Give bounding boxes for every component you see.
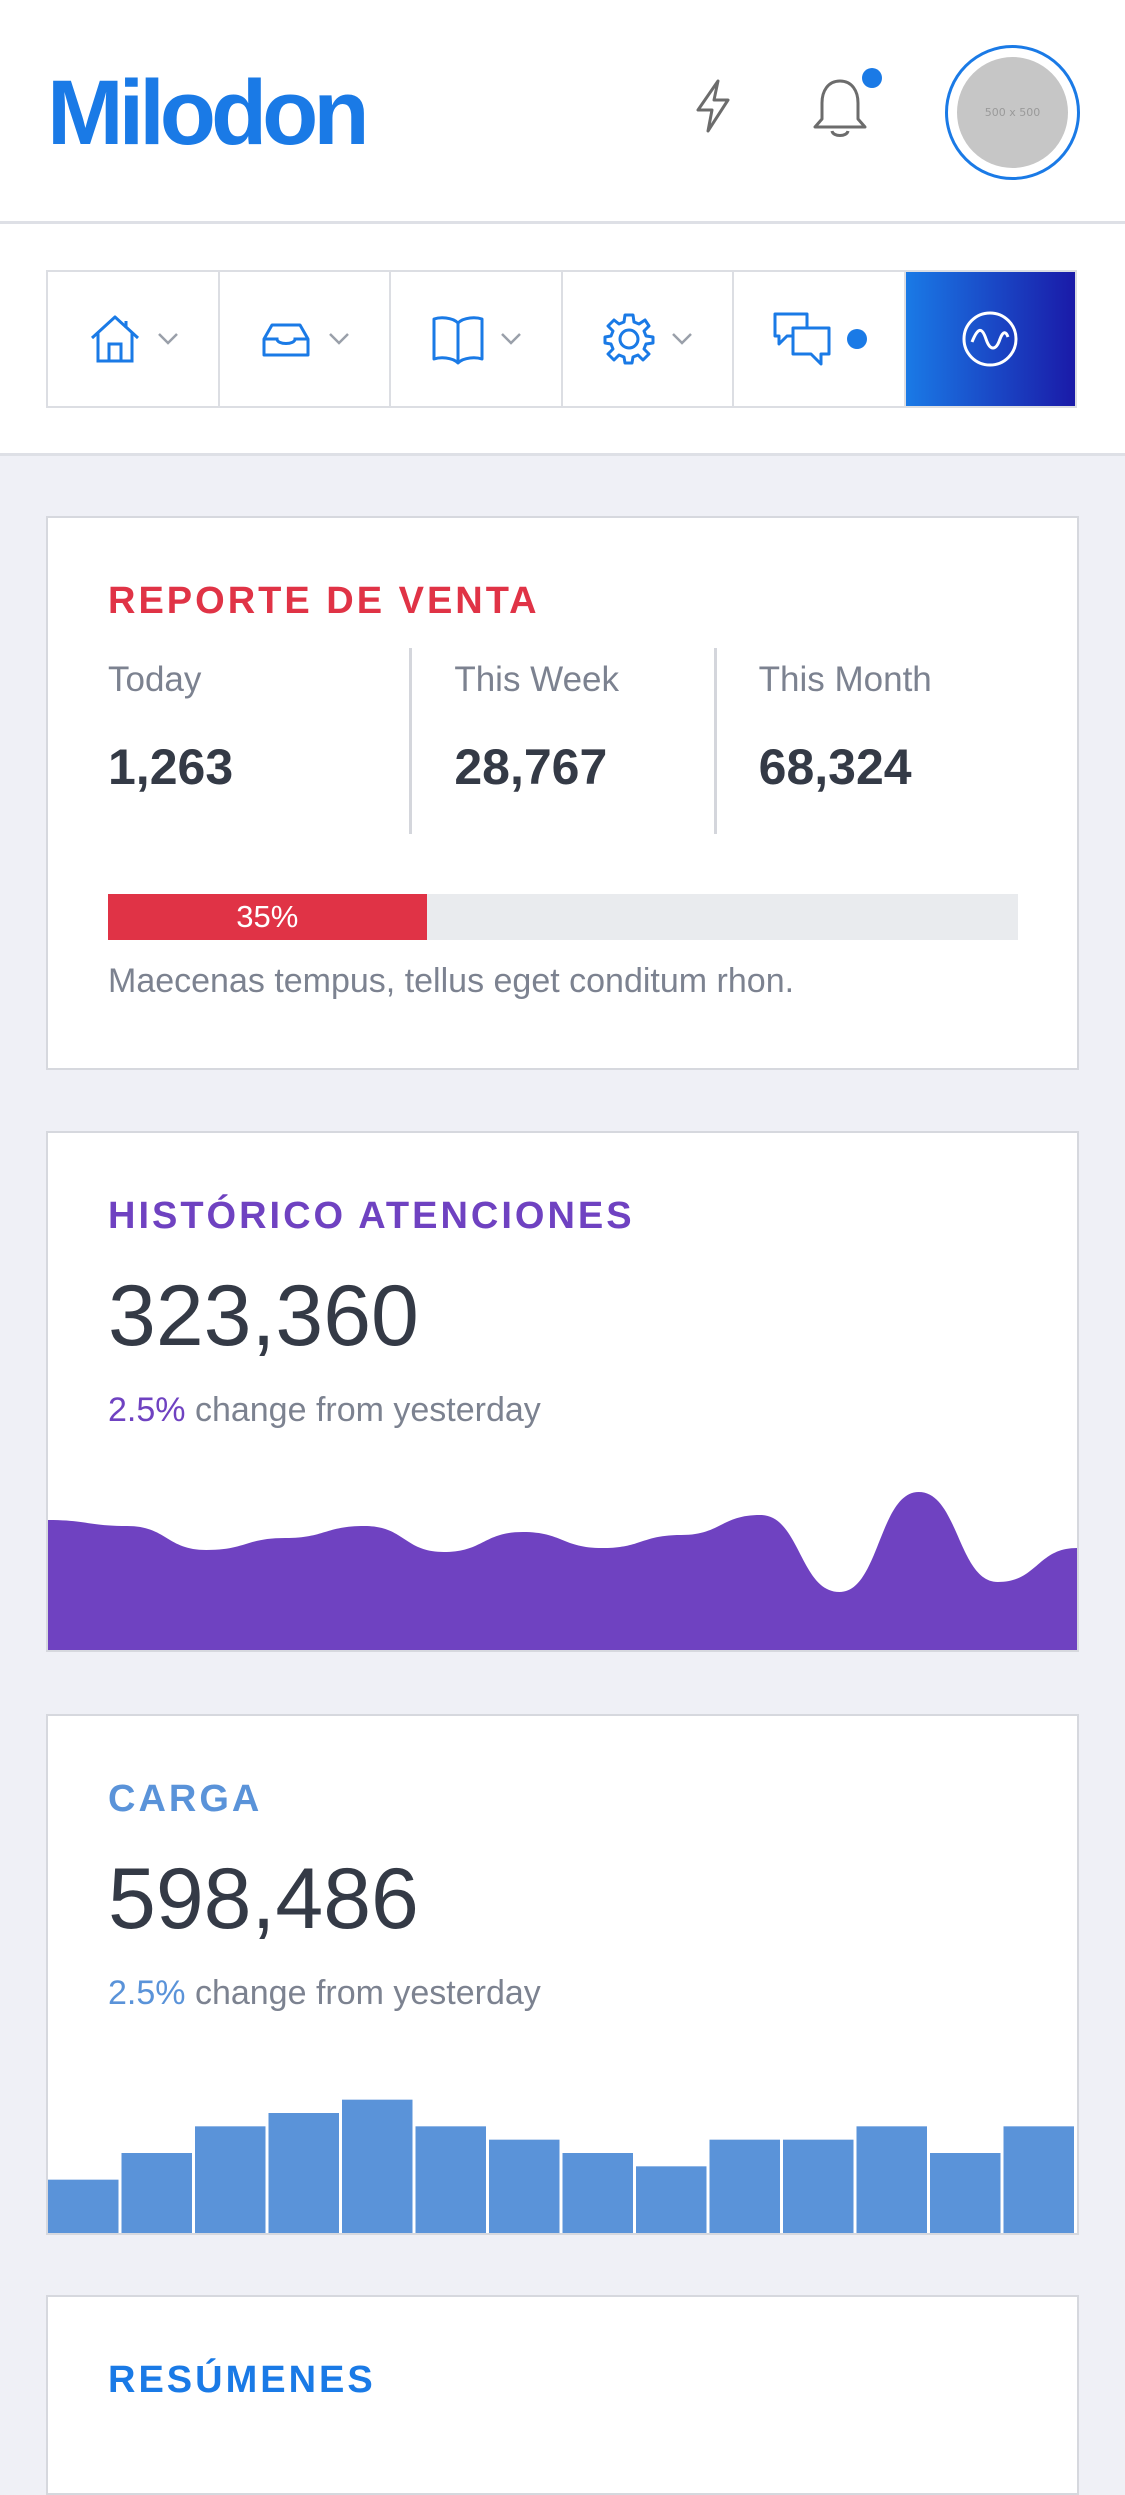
bar bbox=[1003, 2126, 1074, 2233]
nav-item-home[interactable] bbox=[48, 272, 220, 406]
bar bbox=[930, 2153, 1001, 2233]
change-text: change from yesterday bbox=[185, 1974, 541, 2012]
bar bbox=[342, 2099, 413, 2233]
bolt-icon[interactable] bbox=[690, 78, 736, 134]
avatar-placeholder: 500 x 500 bbox=[957, 57, 1068, 168]
home-icon bbox=[90, 315, 139, 363]
bell-icon[interactable] bbox=[810, 75, 870, 139]
stat-label: This Week bbox=[454, 660, 620, 699]
metric-change: 2.5% change from yesterday bbox=[108, 1974, 541, 2013]
nav-item-activity[interactable] bbox=[905, 272, 1075, 406]
metric-value: 323,360 bbox=[108, 1268, 419, 1364]
gear-icon bbox=[603, 313, 655, 365]
user-avatar[interactable]: 500 x 500 bbox=[945, 45, 1080, 180]
stat-value: 28,767 bbox=[454, 739, 608, 795]
notification-badge bbox=[862, 68, 882, 88]
bar bbox=[195, 2126, 266, 2233]
stat-today: Today 1,263 bbox=[108, 648, 409, 834]
nav-menu bbox=[46, 270, 1077, 408]
chat-icon bbox=[773, 312, 831, 366]
wave-icon bbox=[962, 311, 1018, 367]
chevron-down-icon bbox=[329, 333, 350, 345]
metric-value: 598,486 bbox=[108, 1851, 419, 1947]
progress-fill: 35% bbox=[108, 894, 427, 940]
nav-item-settings[interactable] bbox=[563, 272, 734, 406]
app-logo[interactable]: Milodon bbox=[47, 62, 370, 164]
nav-item-book[interactable] bbox=[391, 272, 563, 406]
chevron-down-icon bbox=[500, 333, 521, 345]
card-title: RESÚMENES bbox=[108, 2359, 376, 2401]
stats-row: Today 1,263 This Week 28,767 This Month … bbox=[108, 648, 1018, 834]
card-title: CARGA bbox=[108, 1778, 263, 1820]
nav-item-chat[interactable] bbox=[734, 272, 906, 406]
summaries-card: RESÚMENES bbox=[46, 2295, 1079, 2495]
chevron-down-icon bbox=[157, 333, 178, 345]
stat-label: This Month bbox=[758, 660, 932, 699]
bar bbox=[121, 2153, 192, 2233]
load-card: CARGA 598,486 2.5% change from yesterday bbox=[46, 1714, 1079, 2235]
bar bbox=[48, 2179, 119, 2233]
bar bbox=[856, 2126, 927, 2233]
top-header: Milodon 500 x 500 bbox=[0, 0, 1125, 224]
history-card: HISTÓRICO ATENCIONES 323,360 2.5% change… bbox=[46, 1131, 1079, 1652]
nav-item-inbox[interactable] bbox=[220, 272, 391, 406]
change-text: change from yesterday bbox=[185, 1391, 541, 1429]
nav-bar bbox=[0, 224, 1125, 456]
chat-notification-dot bbox=[846, 329, 867, 349]
bar bbox=[489, 2139, 560, 2233]
change-percent: 2.5% bbox=[108, 1974, 186, 2012]
bar bbox=[268, 2113, 339, 2233]
card-title: HISTÓRICO ATENCIONES bbox=[108, 1195, 635, 1237]
card-description: Maecenas tempus, tellus eget conditum rh… bbox=[108, 962, 795, 1000]
stat-label: Today bbox=[108, 660, 202, 699]
progress-bar: 35% bbox=[108, 894, 1018, 940]
stat-value: 1,263 bbox=[108, 739, 234, 795]
inbox-icon bbox=[262, 323, 310, 357]
stat-value: 68,324 bbox=[758, 739, 912, 795]
area-series bbox=[48, 1492, 1077, 1650]
stat-this-week: This Week 28,767 bbox=[409, 648, 713, 834]
metric-change: 2.5% change from yesterday bbox=[108, 1391, 541, 1430]
stat-this-month: This Month 68,324 bbox=[713, 648, 1018, 834]
area-chart bbox=[48, 1492, 1077, 1650]
card-title: REPORTE DE VENTA bbox=[108, 580, 540, 622]
book-icon bbox=[432, 316, 484, 365]
bar-chart bbox=[48, 2099, 1074, 2233]
chevron-down-icon bbox=[672, 333, 693, 345]
bar bbox=[562, 2153, 633, 2233]
bar bbox=[415, 2126, 486, 2233]
bar bbox=[636, 2166, 707, 2233]
sales-report-card: REPORTE DE VENTA Today 1,263 This Week 2… bbox=[46, 516, 1079, 1070]
bar bbox=[709, 2139, 780, 2233]
change-percent: 2.5% bbox=[108, 1391, 186, 1429]
bar bbox=[783, 2139, 854, 2233]
